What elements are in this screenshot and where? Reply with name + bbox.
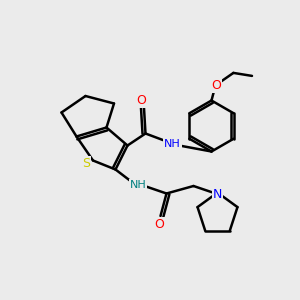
Text: O: O [211,79,221,92]
Text: N: N [213,188,222,202]
Text: O: O [154,218,164,231]
Text: O: O [137,94,146,107]
Text: S: S [82,157,90,170]
Text: NH: NH [130,179,146,190]
Text: NH: NH [164,139,181,149]
